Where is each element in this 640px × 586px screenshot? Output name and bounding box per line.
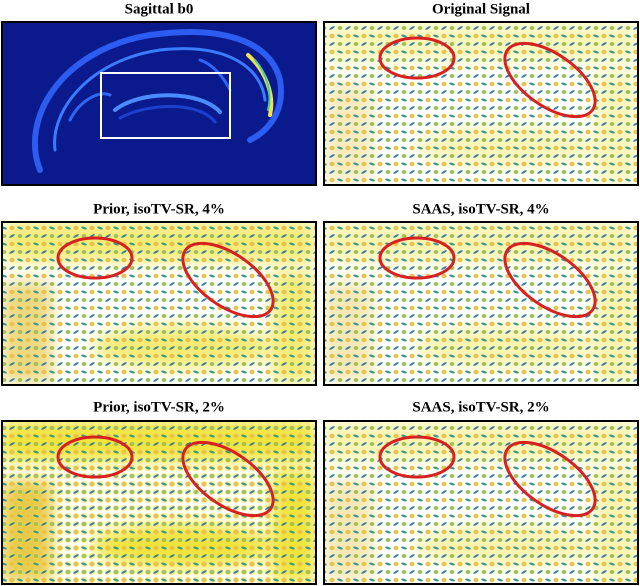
b0-image [1, 21, 317, 186]
glyphs [2, 421, 316, 584]
panel-title: Prior, isoTV-SR, 4% [93, 201, 225, 217]
glyphs [324, 222, 638, 385]
glyph-field [324, 22, 638, 185]
highlight-ellipse [181, 440, 275, 518]
glyph-panel [323, 221, 639, 386]
frame [1, 221, 317, 386]
panel-title: Prior, isoTV-SR, 2% [93, 399, 225, 415]
frame [323, 21, 639, 186]
glyph-panel [323, 21, 639, 186]
glyphs [324, 22, 638, 185]
highlight-ellipse [503, 41, 597, 119]
glyph-field [324, 421, 638, 584]
frame [323, 420, 639, 585]
highlight-ellipse [181, 241, 275, 319]
glyph-panel [323, 420, 639, 585]
glyph-field [2, 222, 316, 385]
glyph-panel [1, 420, 317, 585]
glyphs [324, 421, 638, 584]
glyphs [2, 222, 316, 385]
highlight-ellipse [378, 36, 456, 80]
frame [323, 221, 639, 386]
glyph-field [324, 222, 638, 385]
glyph-panel [1, 221, 317, 386]
panel-title: Sagittal b0 [125, 1, 194, 17]
frame [1, 420, 317, 585]
highlight-ellipse [503, 440, 597, 518]
highlight-ellipse [378, 435, 456, 479]
highlight-ellipse [378, 236, 456, 280]
highlight-ellipse [56, 435, 134, 479]
panel-title: Original Signal [432, 1, 530, 17]
highlight-ellipse [503, 241, 597, 319]
panel-title: SAAS, isoTV-SR, 2% [412, 399, 549, 415]
highlight-ellipse [56, 236, 134, 280]
panel-title: SAAS, isoTV-SR, 4% [412, 201, 549, 217]
glyph-field [2, 421, 316, 584]
